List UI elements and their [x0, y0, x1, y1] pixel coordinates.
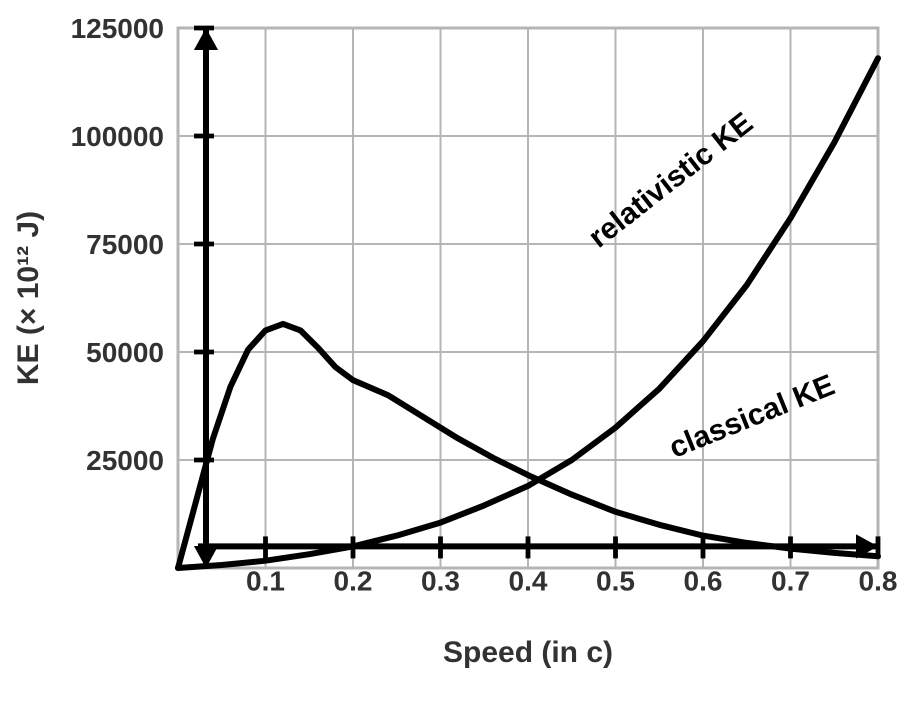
x-axis-label: Speed (in c) [443, 636, 613, 669]
chart-svg: relativistic KEclassical KE0.10.20.30.40… [0, 0, 915, 708]
x-tick-label: 0.1 [246, 565, 285, 596]
y-axis-label: KE (× 10¹² J) [12, 211, 45, 385]
x-tick-label: 0.5 [596, 565, 635, 596]
x-tick-label: 0.4 [509, 565, 548, 596]
kinetic-energy-chart: relativistic KEclassical KE0.10.20.30.40… [0, 0, 915, 708]
y-tick-label: 125000 [71, 13, 164, 44]
x-tick-label: 0.3 [421, 565, 460, 596]
y-tick-label: 25000 [86, 445, 164, 476]
x-tick-label: 0.7 [771, 565, 810, 596]
y-tick-label: 50000 [86, 337, 164, 368]
x-tick-label: 0.6 [684, 565, 723, 596]
x-tick-label: 0.2 [334, 565, 373, 596]
y-tick-label: 75000 [86, 229, 164, 260]
y-tick-label: 100000 [71, 121, 164, 152]
x-tick-label: 0.8 [859, 565, 898, 596]
